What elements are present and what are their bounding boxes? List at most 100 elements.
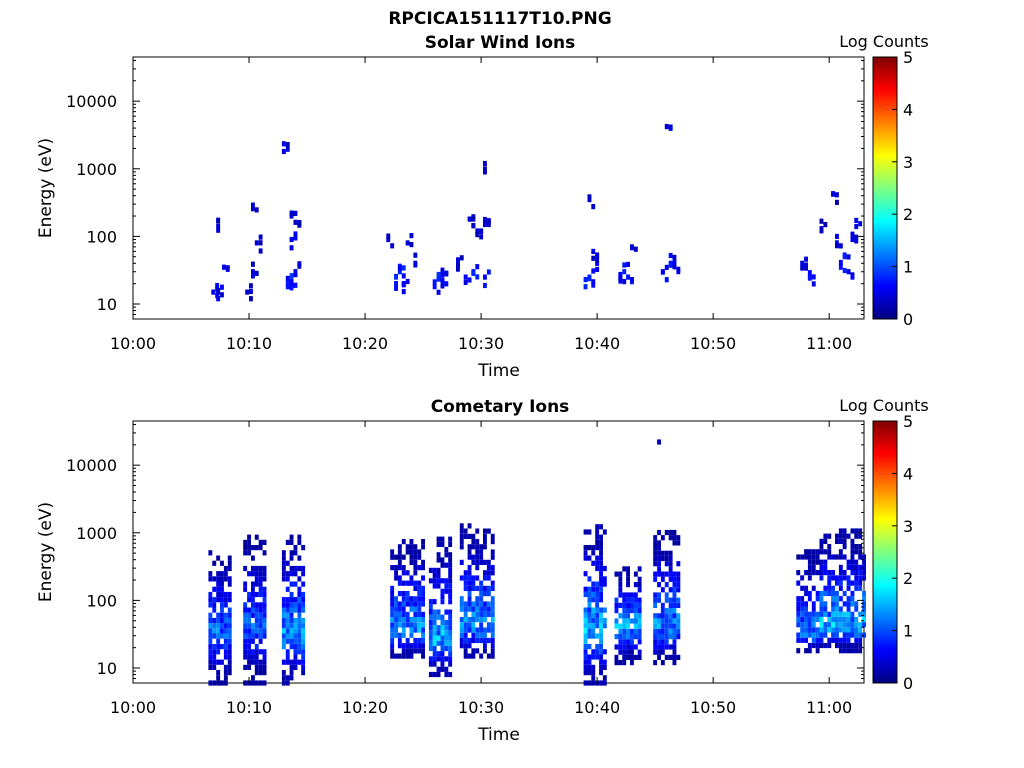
heatmap-cell bbox=[800, 601, 805, 607]
heatmap-cell bbox=[583, 644, 588, 650]
heatmap-cell bbox=[405, 570, 410, 576]
heatmap-cell bbox=[633, 582, 638, 588]
heatmap-cell bbox=[490, 585, 495, 591]
heatmap-cell bbox=[223, 644, 228, 650]
heatmap-cell bbox=[846, 254, 851, 260]
heatmap-cell bbox=[254, 654, 259, 660]
heatmap-cell bbox=[599, 623, 603, 629]
heatmap-cell bbox=[251, 607, 255, 613]
heatmap-cell bbox=[417, 591, 422, 597]
heatmap-cell bbox=[854, 648, 859, 654]
heatmap-cell bbox=[815, 596, 820, 602]
heatmap-cell bbox=[796, 616, 801, 623]
heatmap-cell bbox=[285, 638, 290, 644]
heatmap-cell bbox=[622, 628, 627, 634]
heatmap-cell bbox=[208, 649, 213, 655]
heatmap-cell bbox=[227, 638, 232, 644]
heatmap-cell bbox=[475, 264, 480, 270]
heatmap-cell bbox=[413, 606, 418, 612]
heatmap-cell bbox=[595, 612, 600, 618]
heatmap-cell bbox=[254, 659, 259, 665]
heatmap-cell bbox=[823, 549, 828, 555]
heatmap-cell bbox=[630, 245, 634, 251]
heatmap-cell bbox=[471, 653, 476, 659]
heatmap-cell bbox=[467, 627, 472, 633]
heatmap-cell bbox=[417, 596, 422, 602]
heatmap-cell bbox=[595, 581, 600, 587]
heatmap-cell bbox=[842, 538, 847, 544]
heatmap-cell bbox=[254, 270, 259, 276]
heatmap-cell bbox=[285, 576, 290, 582]
heatmap-cell bbox=[618, 649, 623, 655]
heatmap-cell bbox=[858, 221, 863, 227]
heatmap-cell bbox=[220, 644, 224, 650]
heatmap-cell bbox=[483, 533, 487, 539]
heatmap-cell bbox=[467, 596, 472, 602]
heatmap-cell bbox=[591, 664, 596, 670]
heatmap-cell bbox=[804, 570, 808, 576]
heatmap-cell bbox=[285, 275, 290, 281]
heatmap-cell bbox=[811, 611, 816, 617]
heatmap-cell bbox=[220, 586, 224, 592]
heatmap-cell bbox=[823, 538, 828, 544]
heatmap-cell bbox=[664, 571, 669, 577]
heatmap-cell bbox=[254, 602, 259, 608]
heatmap-cell bbox=[428, 630, 433, 636]
heatmap-cell bbox=[401, 565, 406, 571]
heatmap-cell bbox=[208, 571, 213, 577]
heatmap-cell bbox=[440, 588, 445, 594]
heatmap-cell bbox=[637, 654, 642, 660]
heatmap-cell bbox=[440, 661, 445, 667]
heatmap-cell bbox=[587, 194, 592, 200]
heatmap-cell bbox=[490, 637, 495, 644]
heatmap-cell bbox=[664, 582, 669, 588]
heatmap-cell bbox=[409, 596, 414, 602]
heatmap-cell bbox=[819, 632, 824, 638]
heatmap-cell bbox=[583, 623, 588, 629]
heatmap-cell bbox=[657, 540, 661, 546]
heatmap-cell bbox=[657, 618, 661, 624]
heatmap-cell bbox=[618, 660, 623, 666]
heatmap-cell bbox=[254, 581, 259, 587]
heatmap-cell bbox=[676, 623, 681, 629]
heatmap-cell bbox=[490, 653, 495, 659]
heatmap-cell bbox=[819, 637, 824, 643]
heatmap-cell bbox=[831, 585, 835, 591]
heatmap-cell bbox=[823, 533, 828, 539]
heatmap-cell bbox=[672, 602, 677, 608]
heatmap-cell bbox=[599, 644, 603, 650]
heatmap-cell bbox=[599, 576, 603, 582]
heatmap-cell bbox=[614, 660, 619, 666]
heatmap-cell bbox=[413, 565, 418, 571]
heatmap-cell bbox=[475, 648, 480, 654]
heatmap-cell bbox=[436, 289, 441, 295]
heatmap-cell bbox=[850, 627, 855, 633]
heatmap-cell bbox=[599, 654, 603, 660]
heatmap-cell bbox=[602, 565, 607, 572]
heatmap-cell bbox=[463, 637, 468, 644]
heatmap-cell bbox=[405, 611, 410, 617]
x-tick-label: 10:10 bbox=[226, 698, 272, 717]
heatmap-cell bbox=[251, 628, 255, 634]
heatmap-cell bbox=[676, 618, 681, 624]
heatmap-cell bbox=[823, 559, 828, 565]
heatmap-cell bbox=[223, 680, 228, 686]
heatmap-cell bbox=[490, 622, 495, 628]
heatmap-cell bbox=[258, 659, 263, 665]
heatmap-cell bbox=[483, 216, 487, 223]
heatmap-cell bbox=[245, 289, 250, 295]
heatmap-cell bbox=[846, 642, 851, 649]
heatmap-cell bbox=[850, 559, 855, 565]
heatmap-cell bbox=[811, 627, 816, 633]
heatmap-cell bbox=[653, 592, 658, 598]
heatmap-cell bbox=[428, 671, 433, 678]
heatmap-cell bbox=[471, 544, 476, 550]
colorbar-tick-label: 2 bbox=[903, 569, 913, 588]
heatmap-cell bbox=[436, 671, 441, 678]
heatmap-cell bbox=[212, 628, 217, 634]
heatmap-cell bbox=[463, 570, 468, 576]
heatmap-cell bbox=[293, 545, 298, 551]
heatmap-cell bbox=[421, 643, 425, 649]
heatmap-cell bbox=[216, 591, 221, 598]
heatmap-cell bbox=[223, 591, 228, 598]
